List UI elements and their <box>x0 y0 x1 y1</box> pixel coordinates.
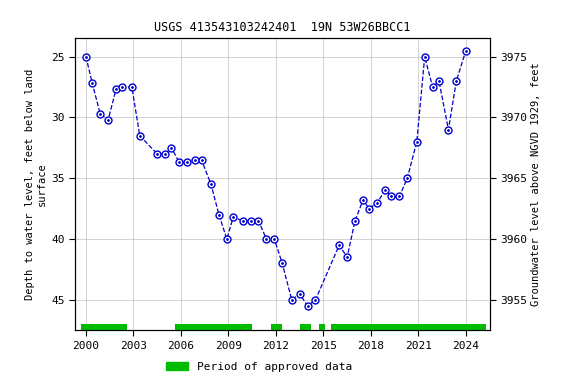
Y-axis label: Groundwater level above NGVD 1929, feet: Groundwater level above NGVD 1929, feet <box>531 63 541 306</box>
Bar <box>331 324 487 335</box>
Bar <box>319 324 325 335</box>
Y-axis label: Depth to water level, feet below land
surface: Depth to water level, feet below land su… <box>25 69 47 300</box>
Title: USGS 413543103242401  19N 53W26BBCC1: USGS 413543103242401 19N 53W26BBCC1 <box>154 22 411 35</box>
Bar <box>271 324 282 335</box>
Bar <box>81 324 127 335</box>
Bar <box>175 324 252 335</box>
Bar <box>300 324 310 335</box>
Legend: Period of approved data: Period of approved data <box>162 358 357 377</box>
